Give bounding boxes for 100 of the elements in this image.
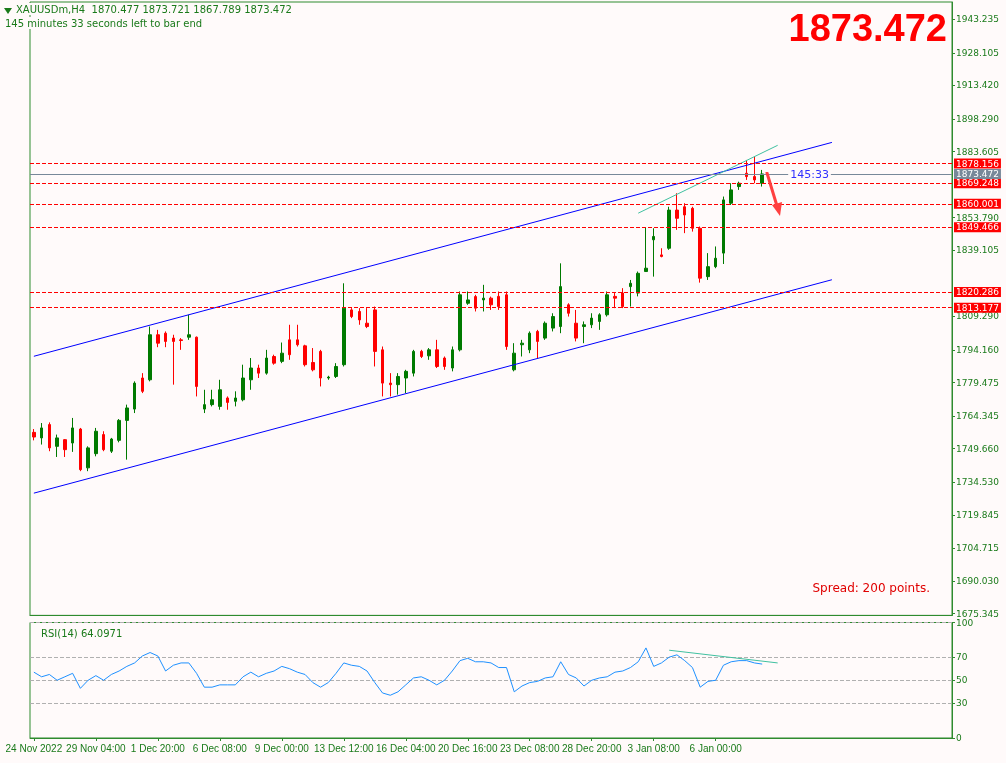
x-tick-label: 24 Nov 2022: [5, 742, 63, 754]
x-tick-label: 29 Nov 04:00: [66, 742, 127, 754]
y-tick-label: 1734.530: [956, 477, 1000, 488]
candlestick: [327, 375, 330, 381]
ref-line-label: 1820.286: [956, 286, 1000, 297]
ref-line-label: 1849.466: [956, 222, 1000, 233]
candlestick: [427, 347, 431, 361]
candlestick: [729, 182, 733, 206]
y-tick-label: 1749.660: [956, 443, 1000, 454]
y-tick-label: 70: [956, 652, 968, 663]
candlestick: [172, 334, 175, 386]
y-tick-label: 0: [956, 733, 962, 743]
candlestick: [760, 169, 764, 188]
candlestick: [660, 247, 663, 258]
y-tick-label: 1675.345: [956, 608, 999, 619]
ref-line-label: 1873.472: [956, 168, 999, 179]
candlestick: [303, 344, 307, 367]
candlestick: [133, 380, 136, 414]
candlestick: [48, 421, 51, 452]
y-tick-label: 30: [956, 698, 968, 709]
candlestick: [543, 320, 547, 341]
candlestick: [396, 372, 400, 396]
x-tick-label: 3 Jan 08:00: [627, 742, 681, 754]
candlestick: [714, 245, 717, 269]
candlestick: [644, 226, 648, 273]
candlestick: [753, 156, 756, 184]
candlestick: [164, 330, 167, 348]
candlestick: [559, 262, 562, 334]
candlestick: [148, 326, 152, 382]
candlestick: [342, 282, 346, 367]
candlestick: [629, 279, 632, 308]
candlestick: [32, 428, 36, 441]
text: RSI(14) 64.0971: [41, 627, 123, 639]
candlestick: [249, 357, 253, 391]
candlestick: [218, 379, 222, 411]
candlestick: [40, 422, 43, 446]
candlestick: [117, 418, 121, 443]
candlestick: [574, 309, 578, 342]
x-tick-label: 6 Dec 08:00: [192, 742, 248, 754]
candlestick: [187, 314, 191, 341]
x-tick-label: 9 Dec 00:00: [254, 742, 310, 754]
candlestick: [63, 438, 67, 458]
candlestick: [125, 404, 129, 461]
candlestick: [141, 372, 144, 394]
candlestick: [536, 329, 539, 359]
candlestick: [203, 389, 206, 414]
x-tick-label: 28 Dec 20:00: [561, 742, 622, 754]
x-tick-label: 1 Dec 20:00: [130, 742, 186, 754]
y-tick-label: 1913.420: [956, 80, 1000, 91]
candlestick: [381, 346, 384, 397]
y-tick-label: 1928.105: [956, 47, 999, 58]
y-tick-label: 1883.605: [956, 146, 999, 157]
candlestick: [102, 430, 105, 452]
ref-line-label: 1813.177: [956, 302, 999, 313]
candlestick: [590, 312, 593, 329]
candlestick: [636, 271, 640, 297]
candlestick: [156, 329, 160, 348]
candlestick: [652, 227, 655, 278]
candlestick: [551, 312, 555, 332]
candlestick: [110, 437, 113, 454]
x-tick-label: 20 Dec 16:00: [438, 742, 498, 754]
y-tick-label: 1690.030: [956, 575, 1000, 586]
candlestick: [435, 339, 439, 369]
y-tick-label: 1779.475: [956, 377, 999, 388]
annotation: Spread: 200 points.: [812, 581, 931, 595]
candlestick: [482, 284, 485, 312]
y-tick-label: 1853.790: [956, 212, 1000, 223]
candlestick: [722, 196, 725, 265]
candlestick: [605, 291, 609, 318]
candlestick: [234, 390, 237, 407]
candlestick: [55, 434, 59, 458]
x-tick-label: 6 Jan 00:00: [689, 742, 743, 754]
y-tick-label: 50: [956, 675, 968, 686]
candlestick: [334, 362, 338, 379]
annotation: XAUUSDm,H4 1870.477 1873.721 1867.789 1873.472: [16, 3, 292, 15]
candlestick: [667, 206, 671, 251]
ref-line-label: 1878.156: [956, 158, 1000, 169]
candlestick: [179, 337, 183, 351]
candlestick: [296, 324, 299, 348]
ref-line-label: 1860.001: [956, 198, 999, 209]
candlestick: [389, 372, 392, 397]
candlestick: [226, 395, 229, 411]
candlestick: [272, 354, 276, 366]
candlestick: [288, 324, 291, 361]
annotation: 145:33: [790, 167, 829, 181]
candlestick: [443, 355, 446, 371]
candlestick: [319, 349, 322, 387]
y-tick-label: 1809.290: [956, 311, 1000, 322]
y-tick-label: 1794.160: [956, 344, 1000, 355]
candlestick: [358, 307, 361, 326]
candlestick: [412, 349, 415, 377]
ref-line-label: 1869.248: [956, 178, 1000, 189]
y-tick-label: 100: [956, 617, 974, 628]
candlestick: [706, 252, 710, 281]
candlestick: [582, 320, 586, 344]
candlestick: [241, 364, 245, 402]
y-tick-label: 1943.235: [956, 14, 999, 25]
y-tick-label: 1719.845: [956, 509, 999, 520]
y-tick-label: 1764.345: [956, 411, 999, 422]
candlestick: [71, 417, 74, 453]
